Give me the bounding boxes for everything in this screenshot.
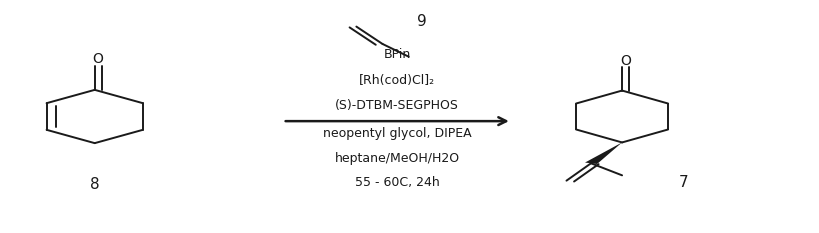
Text: O: O [620, 54, 631, 68]
Text: neopentyl glycol, DIPEA: neopentyl glycol, DIPEA [323, 127, 472, 140]
Text: 8: 8 [90, 177, 100, 192]
Text: 7: 7 [679, 175, 688, 190]
Text: BPin: BPin [383, 48, 411, 61]
Text: heptane/MeOH/H2O: heptane/MeOH/H2O [335, 152, 459, 165]
Text: [Rh(cod)Cl]₂: [Rh(cod)Cl]₂ [360, 74, 435, 87]
Text: O: O [93, 52, 103, 66]
Text: 9: 9 [417, 14, 427, 29]
Polygon shape [585, 142, 622, 164]
Text: (S)-DTBM-SEGPHOS: (S)-DTBM-SEGPHOS [335, 99, 459, 112]
Text: 55 - 60C, 24h: 55 - 60C, 24h [355, 176, 440, 189]
